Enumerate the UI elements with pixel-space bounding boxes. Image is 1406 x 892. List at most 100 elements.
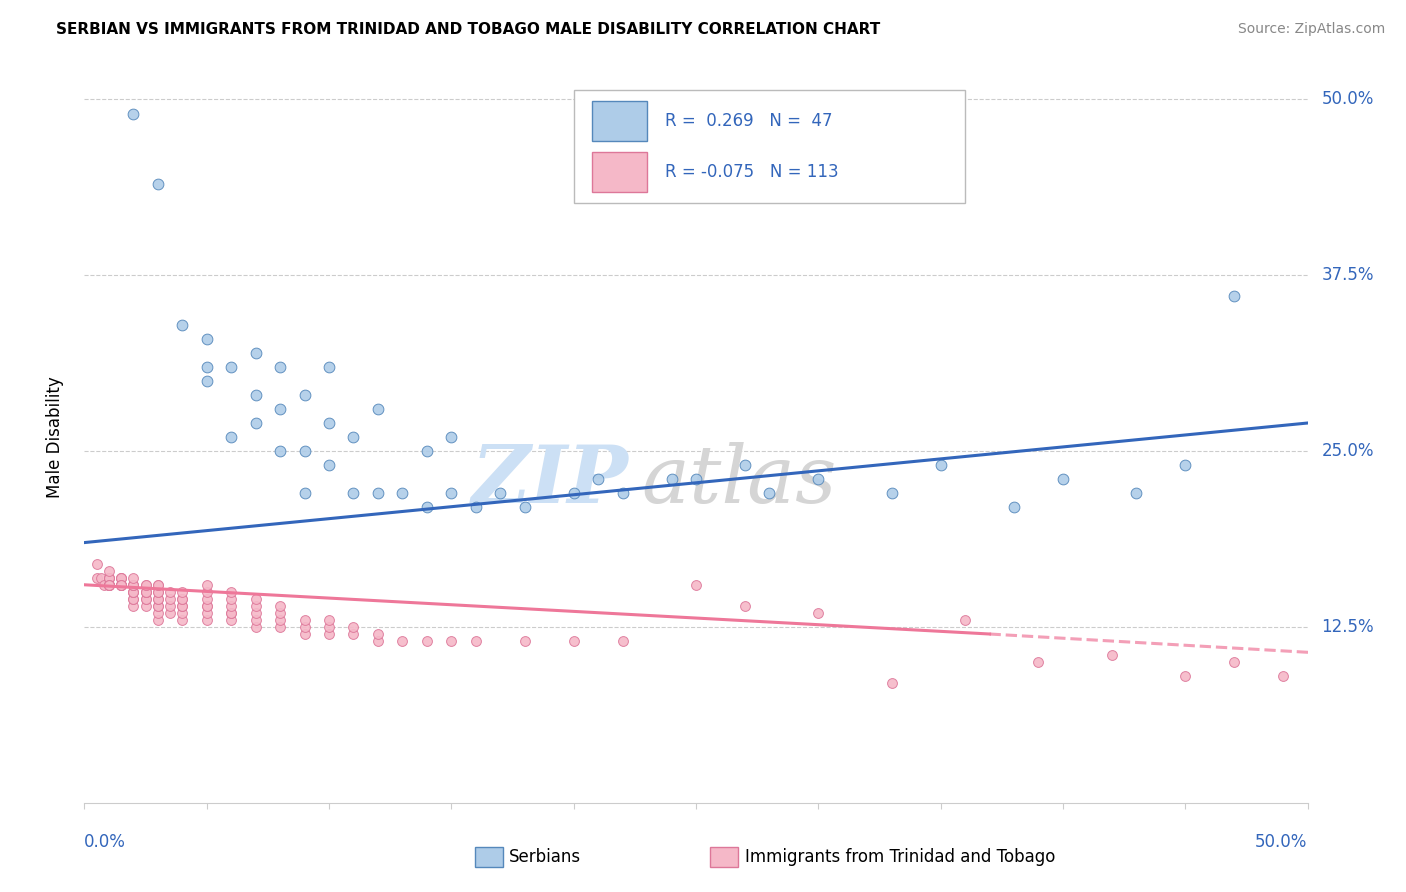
Point bbox=[562, 486, 585, 500]
Point bbox=[195, 584, 218, 599]
Point bbox=[294, 444, 316, 458]
Point bbox=[86, 571, 108, 585]
Point bbox=[195, 606, 218, 620]
Point bbox=[195, 359, 218, 374]
Point bbox=[135, 591, 157, 606]
FancyBboxPatch shape bbox=[592, 152, 647, 192]
Point bbox=[219, 430, 242, 444]
Point bbox=[135, 591, 157, 606]
Point bbox=[146, 177, 169, 191]
Point bbox=[122, 599, 145, 613]
Y-axis label: Male Disability: Male Disability bbox=[45, 376, 63, 498]
Point bbox=[1028, 655, 1050, 669]
Point bbox=[612, 486, 634, 500]
Point bbox=[734, 599, 756, 613]
Point bbox=[269, 599, 291, 613]
Point bbox=[1174, 669, 1197, 683]
Point bbox=[97, 564, 120, 578]
Point bbox=[269, 359, 291, 374]
Text: 50.0%: 50.0% bbox=[1256, 833, 1308, 851]
Point bbox=[685, 578, 707, 592]
Text: Source: ZipAtlas.com: Source: ZipAtlas.com bbox=[1237, 22, 1385, 37]
Point bbox=[391, 634, 413, 648]
Point bbox=[318, 416, 340, 430]
Point bbox=[219, 599, 242, 613]
Point bbox=[159, 599, 181, 613]
Point bbox=[146, 606, 169, 620]
Point bbox=[195, 591, 218, 606]
Text: atlas: atlas bbox=[641, 442, 837, 520]
Point bbox=[110, 571, 132, 585]
Point bbox=[513, 634, 536, 648]
Point bbox=[122, 591, 145, 606]
Point bbox=[97, 571, 120, 585]
Point bbox=[1002, 500, 1025, 515]
Point bbox=[318, 458, 340, 473]
Point bbox=[953, 613, 976, 627]
Point bbox=[318, 613, 340, 627]
Point bbox=[135, 599, 157, 613]
Point bbox=[122, 571, 145, 585]
Point bbox=[318, 359, 340, 374]
Point bbox=[146, 591, 169, 606]
FancyBboxPatch shape bbox=[574, 90, 965, 203]
Point bbox=[245, 613, 267, 627]
Point bbox=[97, 571, 120, 585]
Point bbox=[172, 591, 194, 606]
Point bbox=[367, 627, 389, 641]
Point bbox=[172, 584, 194, 599]
Point bbox=[440, 634, 463, 648]
Point bbox=[195, 332, 218, 346]
Point bbox=[1320, 662, 1343, 676]
Point bbox=[391, 486, 413, 500]
Point bbox=[1125, 486, 1147, 500]
Point bbox=[1174, 458, 1197, 473]
Point bbox=[758, 486, 780, 500]
Text: SERBIAN VS IMMIGRANTS FROM TRINIDAD AND TOBAGO MALE DISABILITY CORRELATION CHART: SERBIAN VS IMMIGRANTS FROM TRINIDAD AND … bbox=[56, 22, 880, 37]
Point bbox=[146, 613, 169, 627]
Point bbox=[97, 578, 120, 592]
Point bbox=[219, 359, 242, 374]
Point bbox=[1346, 683, 1368, 698]
Point bbox=[122, 578, 145, 592]
Point bbox=[513, 500, 536, 515]
Point bbox=[367, 634, 389, 648]
Point bbox=[245, 345, 267, 359]
Point bbox=[110, 578, 132, 592]
Point bbox=[219, 591, 242, 606]
Point bbox=[880, 486, 903, 500]
Text: R = -0.075   N = 113: R = -0.075 N = 113 bbox=[665, 163, 839, 181]
Text: 0.0%: 0.0% bbox=[84, 833, 127, 851]
Point bbox=[1223, 289, 1246, 303]
Point bbox=[110, 578, 132, 592]
Point bbox=[146, 584, 169, 599]
Point bbox=[612, 634, 634, 648]
Point bbox=[195, 374, 218, 388]
Point bbox=[172, 606, 194, 620]
Point bbox=[159, 584, 181, 599]
Point bbox=[122, 584, 145, 599]
Point bbox=[146, 578, 169, 592]
Point bbox=[146, 578, 169, 592]
Point bbox=[245, 591, 267, 606]
Point bbox=[734, 458, 756, 473]
Point bbox=[122, 584, 145, 599]
Point bbox=[685, 472, 707, 486]
Point bbox=[269, 620, 291, 634]
Point bbox=[562, 634, 585, 648]
Point bbox=[172, 599, 194, 613]
Point bbox=[110, 571, 132, 585]
Point bbox=[367, 401, 389, 416]
Point bbox=[172, 591, 194, 606]
Point bbox=[110, 571, 132, 585]
Point bbox=[219, 606, 242, 620]
Point bbox=[159, 591, 181, 606]
Point bbox=[269, 613, 291, 627]
Point bbox=[135, 584, 157, 599]
Point bbox=[269, 606, 291, 620]
Point bbox=[464, 500, 486, 515]
Point bbox=[416, 444, 439, 458]
Text: 25.0%: 25.0% bbox=[1322, 442, 1374, 460]
FancyBboxPatch shape bbox=[592, 101, 647, 141]
Point bbox=[97, 578, 120, 592]
